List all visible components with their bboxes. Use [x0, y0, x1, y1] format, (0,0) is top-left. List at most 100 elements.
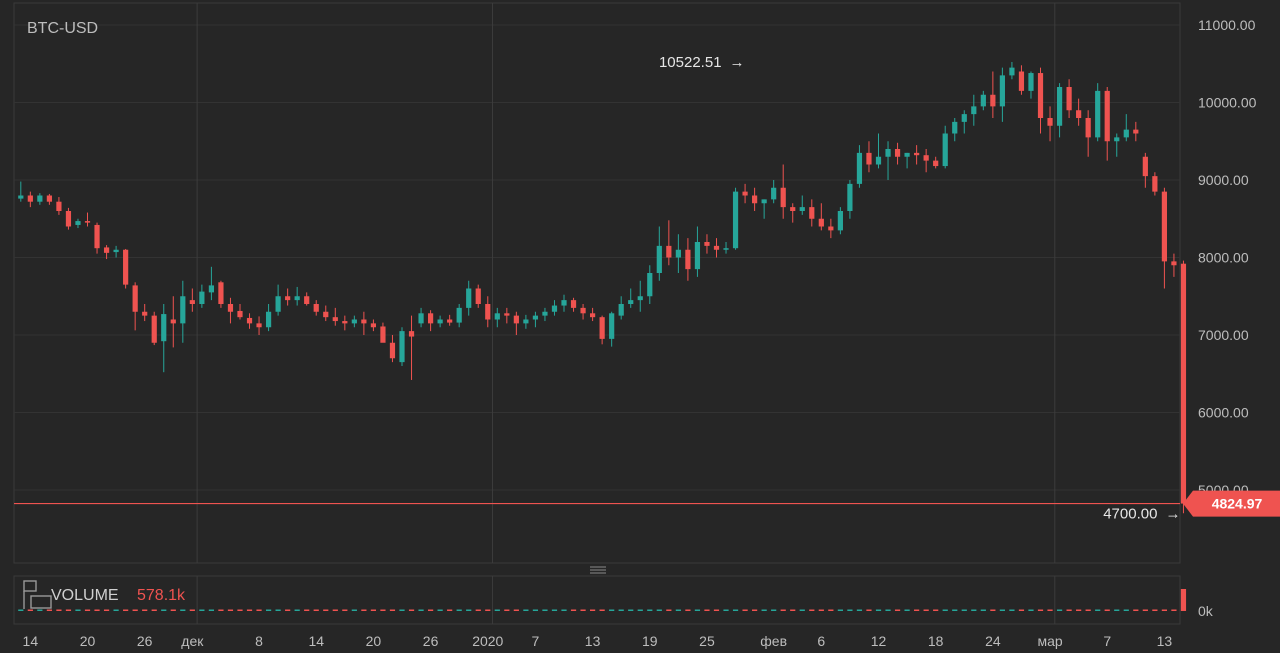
- volume-bar: [828, 609, 834, 611]
- volume-bar: [208, 609, 214, 611]
- volume-bar: [447, 609, 453, 611]
- candle-body: [361, 319, 367, 324]
- candle: [837, 207, 843, 235]
- candle: [56, 197, 62, 215]
- candle: [990, 71, 996, 118]
- candle: [342, 315, 348, 331]
- candle-body: [323, 311, 329, 318]
- volume-bar: [132, 609, 138, 611]
- volume-bar: [1114, 609, 1120, 611]
- volume-bar: [723, 609, 729, 611]
- volume-bar: [1123, 609, 1129, 611]
- volume-bar: [999, 609, 1005, 611]
- candle: [218, 280, 224, 308]
- volume-bar: [418, 609, 424, 611]
- candle-body: [666, 245, 672, 258]
- candle: [1028, 71, 1034, 99]
- y-tick-label: 7000.00: [1198, 327, 1249, 343]
- volume-bar: [847, 609, 853, 611]
- volume-title: VOLUME: [51, 587, 119, 604]
- candle: [408, 315, 415, 380]
- candle-body: [170, 319, 176, 324]
- candle: [647, 265, 653, 304]
- candle-body: [180, 296, 186, 324]
- candle: [980, 90, 986, 111]
- candle: [666, 220, 672, 266]
- volume-bar: [246, 609, 253, 611]
- volume-bar: [799, 609, 805, 611]
- pane-resize-handle[interactable]: [590, 566, 606, 574]
- volume-bar: [113, 609, 119, 611]
- volume-bar: [809, 609, 815, 611]
- candle: [456, 304, 462, 328]
- volume-pane-frame: [13, 575, 1181, 625]
- y-tick-label: 10000.00: [1198, 95, 1257, 111]
- candle-body: [285, 296, 291, 301]
- y-tick-label: 6000.00: [1198, 405, 1249, 421]
- volume-bar: [265, 609, 272, 611]
- candle-body: [1152, 176, 1158, 192]
- candle-body: [1047, 118, 1053, 126]
- volume-bar: [494, 609, 500, 611]
- volume-bar: [485, 609, 491, 611]
- candle: [294, 286, 300, 306]
- candle: [847, 180, 853, 219]
- candle: [332, 307, 338, 326]
- candle-body: [1095, 90, 1101, 138]
- volume-bar: [180, 609, 186, 611]
- volume-bar: [523, 609, 529, 611]
- high-marker-label: 10522.51: [659, 54, 722, 71]
- candle: [742, 183, 748, 204]
- volume-bar: [1009, 609, 1015, 611]
- candle: [161, 304, 167, 373]
- candle-body: [923, 155, 929, 161]
- candle-body: [551, 305, 558, 312]
- candle-body: [580, 307, 586, 314]
- x-tick-label: дек: [181, 633, 204, 649]
- candle-body: [151, 315, 157, 343]
- y-axis: 11000.00 10000.00 9000.00 8000.00 7000.00 600…: [1198, 17, 1257, 498]
- volume-bar: [437, 609, 443, 611]
- low-marker-arrow-icon: →: [1165, 505, 1180, 522]
- candle-body: [456, 307, 462, 323]
- x-tick-label: 26: [423, 633, 439, 649]
- candle-body: [1114, 137, 1120, 142]
- candle: [475, 284, 481, 308]
- candle: [618, 296, 624, 320]
- candle-body: [475, 288, 481, 304]
- candle: [1142, 152, 1148, 188]
- candle: [361, 311, 367, 335]
- volume-bar: [389, 609, 396, 611]
- candle-body: [275, 296, 281, 312]
- candle: [208, 266, 214, 301]
- candle: [713, 238, 720, 258]
- volume-bar: [1085, 609, 1091, 611]
- candle: [866, 141, 872, 173]
- volume-bar: [475, 609, 481, 611]
- volume-bar: [704, 609, 710, 611]
- volume-value: 578.1k: [137, 587, 186, 604]
- volume-bar: [1133, 609, 1139, 611]
- candle-body: [1104, 90, 1110, 142]
- volume-bar: [590, 609, 596, 611]
- volume-bar: [885, 609, 891, 611]
- candle-body: [628, 300, 634, 304]
- volume-bar: [65, 609, 72, 611]
- candle: [304, 292, 310, 306]
- candle-body: [332, 317, 338, 322]
- candle-body: [1056, 87, 1063, 126]
- candle-body: [1085, 118, 1091, 138]
- candle-body: [609, 313, 615, 339]
- candle-body: [1142, 156, 1148, 177]
- volume-bar: [856, 609, 863, 611]
- candle-body: [142, 311, 148, 316]
- candle-body: [704, 242, 710, 246]
- candle: [551, 300, 558, 316]
- candle: [752, 187, 758, 211]
- candle-body: [828, 226, 834, 231]
- candle: [466, 280, 472, 316]
- volume-bar: [1161, 609, 1167, 611]
- volume-bar: [961, 609, 967, 611]
- volume-settings-icon[interactable]: [23, 580, 52, 609]
